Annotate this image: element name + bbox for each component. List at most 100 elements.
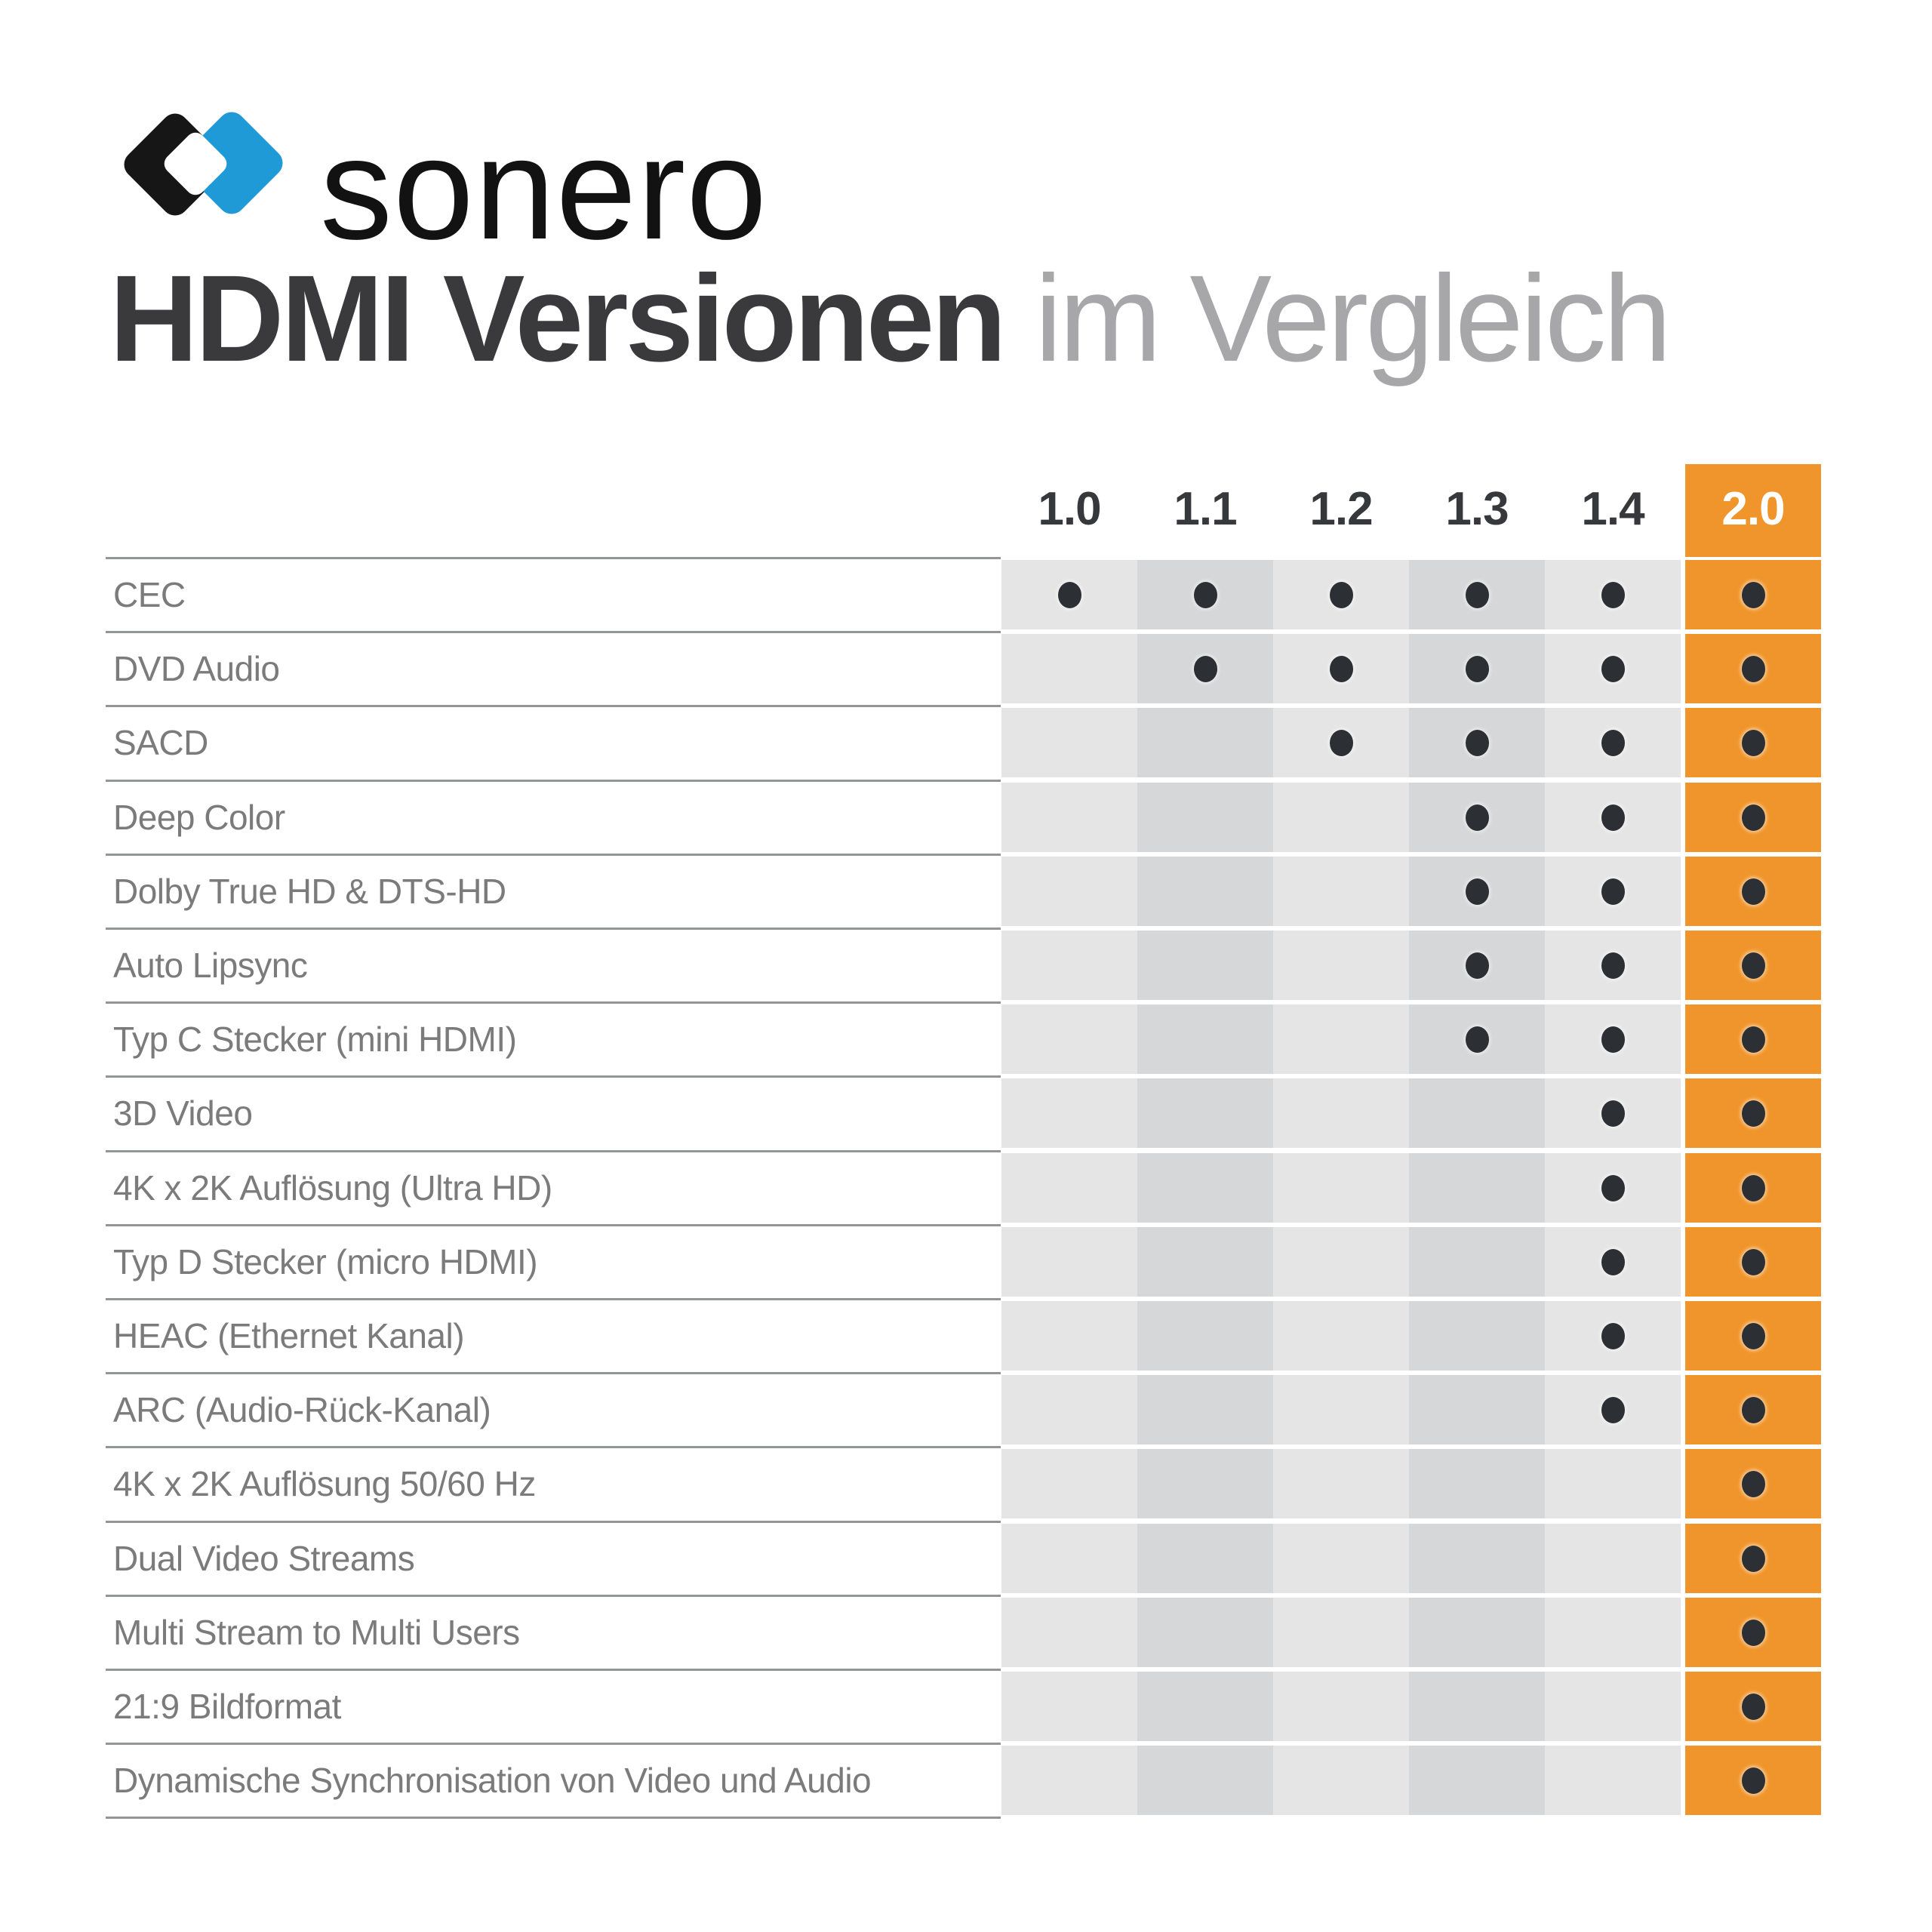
row-separator-line	[106, 631, 1001, 633]
version-cell	[1273, 931, 1409, 1000]
support-dot	[1741, 581, 1765, 608]
version-cell	[1001, 1524, 1137, 1593]
page-title: HDMI Versionen im Vergleich	[109, 255, 1672, 382]
support-dot	[1465, 952, 1489, 979]
feature-label: SACD	[113, 723, 208, 762]
version-cell	[1001, 1078, 1137, 1148]
version-cell	[1001, 634, 1137, 703]
support-dot	[1057, 581, 1081, 608]
title-emphasis: HDMI Versionen	[109, 249, 1007, 387]
row-separator-line	[106, 1743, 1001, 1745]
support-dot	[1741, 1545, 1765, 1572]
version-cell	[1273, 783, 1409, 852]
version-cell	[1409, 1153, 1545, 1223]
feature-label: Typ C Stecker (mini HDMI)	[113, 1020, 517, 1059]
version-cell	[1137, 931, 1273, 1000]
support-dot	[1601, 655, 1625, 682]
version-cell	[1137, 1524, 1273, 1593]
version-cell	[1001, 1746, 1137, 1815]
support-dot	[1741, 1100, 1765, 1127]
title-secondary: im Vergleich	[1003, 249, 1672, 387]
version-cell	[1001, 1672, 1137, 1741]
row-separator-line	[106, 1446, 1001, 1448]
support-dot	[1741, 1174, 1765, 1201]
support-dot	[1193, 581, 1217, 608]
version-cell	[1001, 1227, 1137, 1297]
brand-wordmark: sonero	[320, 107, 768, 269]
feature-label: Multi Stream to Multi Users	[113, 1613, 520, 1652]
version-cell	[1001, 708, 1137, 777]
support-dot	[1329, 581, 1353, 608]
version-cell	[1137, 708, 1273, 777]
version-cell	[1001, 857, 1137, 926]
support-dot	[1741, 1693, 1765, 1720]
version-cell	[1273, 1672, 1409, 1741]
feature-label: Dynamische Synchronisation von Video und…	[113, 1761, 872, 1800]
support-dot	[1329, 729, 1353, 756]
row-separator-line	[106, 557, 1001, 559]
version-header-1.0: 1.0	[1038, 483, 1101, 535]
version-cell	[1001, 1375, 1137, 1444]
version-cell	[1409, 1227, 1545, 1297]
row-separator-line	[106, 1001, 1001, 1004]
version-cell	[1409, 1449, 1545, 1518]
feature-label: ARC (Audio-Rück-Kanal)	[113, 1390, 491, 1429]
support-dot	[1465, 581, 1489, 608]
version-cell	[1001, 1598, 1137, 1667]
version-header-1.1: 1.1	[1174, 483, 1237, 535]
feature-label: Typ D Stecker (micro HDMI)	[113, 1242, 538, 1281]
version-cell	[1409, 1672, 1545, 1741]
version-cell	[1137, 1301, 1273, 1371]
support-dot	[1601, 581, 1625, 608]
support-dot	[1601, 729, 1625, 756]
version-header-1.4: 1.4	[1581, 483, 1644, 535]
support-dot	[1741, 1248, 1765, 1275]
support-dot	[1741, 952, 1765, 979]
version-cell	[1001, 1449, 1137, 1518]
version-cell	[1137, 1227, 1273, 1297]
version-cell	[1001, 1153, 1137, 1223]
version-cell	[1137, 1004, 1273, 1074]
row-separator-line	[106, 1075, 1001, 1078]
version-cell	[1273, 857, 1409, 926]
support-dot	[1601, 1026, 1625, 1053]
row-separator-line	[106, 1817, 1001, 1819]
support-dot	[1601, 1322, 1625, 1349]
version-cell	[1273, 1078, 1409, 1148]
version-cell	[1137, 1598, 1273, 1667]
feature-label: Deep Color	[113, 798, 285, 837]
row-separator-line	[106, 1298, 1001, 1300]
support-dot	[1601, 1248, 1625, 1275]
version-cell	[1273, 1746, 1409, 1815]
version-cell	[1137, 1449, 1273, 1518]
feature-label: CEC	[113, 575, 186, 614]
version-cell	[1137, 1153, 1273, 1223]
row-separator-line	[106, 1224, 1001, 1226]
version-cell	[1001, 1004, 1137, 1074]
support-dot	[1601, 1174, 1625, 1201]
version-cell	[1273, 1227, 1409, 1297]
support-dot	[1465, 729, 1489, 756]
version-header-1.2: 1.2	[1309, 483, 1373, 535]
support-dot	[1601, 1396, 1625, 1423]
feature-label: 3D Video	[113, 1094, 253, 1133]
version-cell	[1273, 1524, 1409, 1593]
support-dot	[1741, 1470, 1765, 1497]
feature-label: 4K x 2K Auflösung (Ultra HD)	[113, 1168, 552, 1208]
row-separator-line	[106, 705, 1001, 707]
version-cell	[1409, 1746, 1545, 1815]
support-dot	[1741, 878, 1765, 905]
support-dot	[1329, 655, 1353, 682]
version-cell	[1137, 1078, 1273, 1148]
row-separator-line	[106, 1372, 1001, 1374]
support-dot	[1193, 655, 1217, 682]
version-cell	[1273, 1598, 1409, 1667]
support-dot	[1465, 1026, 1489, 1053]
version-cell	[1001, 1301, 1137, 1371]
feature-label: 4K x 2K Auflösung 50/60 Hz	[113, 1464, 536, 1503]
version-cell	[1273, 1153, 1409, 1223]
version-cell	[1545, 1449, 1681, 1518]
version-cell	[1409, 1301, 1545, 1371]
version-cell	[1409, 1524, 1545, 1593]
